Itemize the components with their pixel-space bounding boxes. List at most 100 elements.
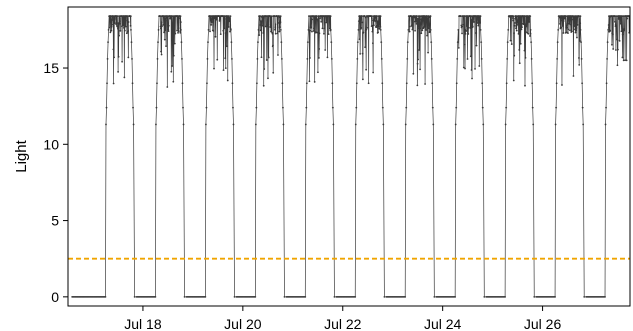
data-point	[513, 24, 516, 27]
data-point	[332, 123, 335, 126]
data-point	[578, 57, 580, 59]
data-point	[333, 295, 336, 298]
data-point	[117, 55, 120, 58]
data-point	[105, 123, 107, 126]
data-point	[163, 31, 165, 34]
data-point	[223, 27, 226, 30]
data-point	[408, 25, 411, 28]
data-point	[479, 15, 482, 18]
data-point	[110, 25, 113, 28]
data-point	[454, 295, 457, 298]
data-point	[161, 25, 163, 27]
data-point	[254, 123, 257, 126]
data-point	[455, 82, 458, 85]
data-point	[274, 32, 277, 35]
data-point	[329, 15, 332, 18]
data-point	[355, 82, 358, 85]
data-point	[274, 23, 277, 26]
data-point	[105, 106, 108, 109]
data-point	[479, 28, 482, 31]
data-point	[358, 38, 361, 41]
data-point	[483, 295, 486, 298]
data-point	[420, 23, 422, 26]
data-point	[213, 67, 215, 70]
data-point	[570, 23, 572, 26]
data-point	[278, 30, 281, 33]
data-point	[371, 30, 374, 33]
x-tick-label: Jul 20	[224, 316, 262, 331]
data-point	[623, 29, 626, 32]
y-tick-label: 0	[51, 289, 59, 305]
data-point	[605, 106, 607, 109]
data-point	[575, 27, 578, 29]
x-tick-label: Jul 24	[424, 316, 462, 331]
data-point	[578, 18, 581, 21]
data-point	[163, 38, 166, 41]
data-point	[380, 41, 383, 43]
data-point	[126, 19, 128, 22]
data-point	[165, 17, 168, 19]
data-point	[480, 57, 483, 60]
data-point	[528, 21, 530, 23]
data-point	[118, 17, 121, 20]
data-point	[469, 55, 472, 58]
data-point	[573, 25, 576, 28]
data-point	[620, 17, 623, 20]
axes: 0 5 10 15 Jul 18 Jul 20 Jul 22 Jul 24 Jul 26	[43, 6, 631, 331]
data-point	[612, 33, 614, 36]
data-point	[306, 57, 309, 60]
data-point	[260, 56, 263, 59]
data-point	[283, 295, 286, 298]
data-point	[361, 15, 364, 18]
data-point	[415, 23, 418, 25]
data-point	[259, 15, 262, 18]
data-point	[555, 106, 558, 109]
data-point	[129, 24, 132, 27]
data-point	[214, 35, 217, 38]
data-point	[228, 17, 231, 19]
data-point	[621, 56, 624, 59]
data-point	[324, 49, 327, 51]
data-point	[357, 20, 360, 23]
data-point	[533, 295, 536, 298]
data-point	[615, 49, 617, 51]
data-point	[421, 18, 423, 21]
data-point	[580, 57, 583, 60]
data-point	[421, 29, 424, 32]
data-point	[406, 57, 409, 60]
data-point	[107, 28, 110, 31]
data-point	[218, 18, 221, 21]
data-point	[205, 106, 208, 109]
data-point	[609, 29, 612, 32]
data-point	[616, 39, 619, 42]
data-point	[207, 41, 209, 43]
data-point	[182, 106, 184, 109]
data-point	[157, 41, 159, 43]
data-point	[261, 24, 264, 27]
data-point	[121, 60, 123, 63]
data-point	[232, 106, 234, 109]
data-point	[256, 57, 259, 60]
data-point	[554, 123, 557, 126]
data-point	[228, 15, 230, 18]
data-point	[308, 80, 311, 83]
data-point	[321, 27, 324, 30]
data-point	[419, 68, 421, 71]
data-point	[422, 27, 425, 30]
data-point	[565, 24, 568, 27]
data-point	[521, 26, 523, 29]
data-point	[272, 71, 275, 74]
data-point	[431, 82, 434, 85]
data-point	[359, 53, 362, 55]
data-point	[512, 17, 514, 20]
data-point	[580, 41, 582, 43]
data-point	[567, 28, 570, 31]
data-point	[112, 48, 115, 51]
data-point	[622, 15, 625, 18]
data-point	[579, 28, 582, 31]
data-point	[582, 123, 585, 126]
data-point	[207, 28, 210, 31]
data-point	[623, 28, 626, 30]
data-point	[228, 20, 231, 23]
data-point	[174, 32, 177, 35]
